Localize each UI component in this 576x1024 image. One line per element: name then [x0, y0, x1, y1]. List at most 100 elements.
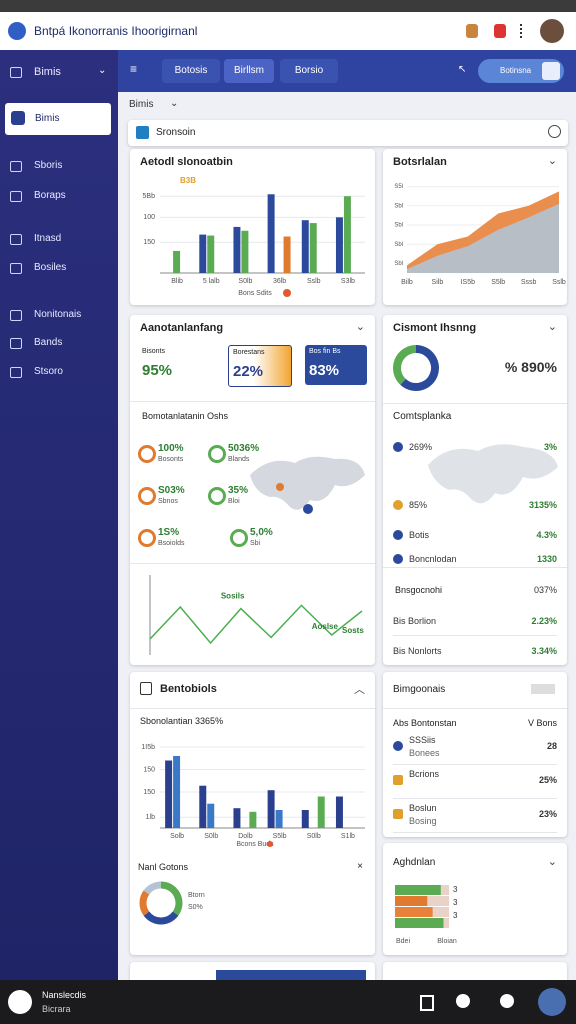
bar [173, 250, 181, 273]
search[interactable]: Botinsna [478, 59, 564, 83]
map-shape [250, 456, 365, 510]
chevron[interactable]: ⌄ [547, 321, 557, 333]
bar-label: 3 [453, 885, 458, 894]
icon [136, 126, 149, 139]
row-label: Bcrions [409, 769, 440, 779]
x-tick-label: S1lb [341, 833, 355, 840]
card-title: Cismont Ihsnng [393, 322, 477, 334]
side-item[interactable]: Stsoro [34, 366, 63, 377]
menu[interactable] [520, 24, 528, 38]
chevron[interactable]: ⌄ [98, 65, 107, 76]
bar [267, 194, 275, 273]
icon[interactable] [8, 990, 32, 1014]
stat: 5,0% Sbi [230, 525, 300, 551]
bar-track [432, 907, 449, 917]
x-tick-label: Solb [170, 833, 184, 840]
kpi: Borestans 22% [228, 345, 292, 387]
item-icon [393, 442, 403, 452]
stat-icon [208, 445, 226, 463]
chevron[interactable]: ⌄ [355, 321, 365, 333]
kpi-value: 83% [309, 362, 340, 379]
bar [275, 810, 283, 828]
world-map [428, 444, 558, 504]
breadcrumb[interactable]: Bimis [129, 99, 154, 110]
area-chart: S5l Sbl Sbl Sbl Sbl Bilb Silb IS5b S5lb Sssb Sslb [394, 184, 566, 286]
side-item[interactable]: Nonitonais [34, 309, 82, 320]
hbar-chart: 3 3 3 Bdei Bloian [395, 885, 458, 945]
list-title: Bnsgocnohi [395, 585, 443, 595]
y-tick-label: 1I5b [141, 744, 155, 751]
list-row: Bcrions 25% [393, 766, 557, 799]
stat-label: Bsoiolds [158, 540, 185, 547]
line [149, 604, 363, 645]
x-tick-label: 5 lalb [203, 278, 220, 285]
list-value: 037% [533, 585, 557, 595]
icon[interactable] [466, 24, 478, 38]
x-tick-label: Silb [432, 279, 444, 286]
avatar[interactable] [538, 988, 566, 1016]
donut-segment [139, 890, 150, 916]
bar [165, 760, 173, 828]
stat-value: 1S% [158, 527, 180, 538]
bar-track [427, 896, 449, 906]
icon[interactable]: ↖ [458, 64, 467, 75]
icon[interactable] [420, 995, 434, 1011]
icon[interactable] [500, 994, 514, 1008]
bar-track [440, 885, 449, 895]
chevron[interactable]: ⌄ [170, 98, 179, 109]
x-tick-label: Sslb [552, 279, 566, 286]
kpi: Bisonts 95% [138, 345, 200, 385]
legend-dot [267, 841, 273, 847]
sidebar-active[interactable]: Bimis [5, 103, 111, 135]
y-tick-label: Sbl [394, 242, 403, 248]
row-value: 28 [546, 741, 557, 751]
help[interactable] [548, 125, 561, 138]
bar [233, 808, 241, 828]
chevron[interactable]: ⌄ [547, 155, 557, 167]
stat-label: Bloi [228, 498, 240, 505]
x-tick-label: S0lb [204, 833, 218, 840]
menu-icon[interactable]: ≡ [130, 62, 138, 76]
kpi-value: 22% [233, 363, 264, 380]
chevron[interactable]: ︿ [354, 684, 365, 696]
list-row: Boslun Bosing 23% [393, 800, 557, 833]
y-tick-label: 100 [143, 214, 155, 221]
kpi-label: Borestans [233, 349, 265, 356]
bar [317, 796, 325, 828]
tab[interactable]: Botosis [162, 59, 220, 83]
side-item[interactable]: Bands [34, 337, 63, 348]
toggle[interactable] [531, 684, 555, 694]
side-item[interactable]: Bosiles [34, 262, 67, 273]
item-label: 269% [409, 442, 433, 452]
icon[interactable] [456, 994, 470, 1008]
annotation: Aoslse [312, 622, 339, 631]
bar [267, 790, 275, 828]
annotation: B3B [180, 176, 196, 185]
x-tick-label: IS5b [461, 279, 476, 286]
chevron[interactable]: ⌄ [547, 856, 557, 868]
icon[interactable] [494, 24, 506, 38]
side-icon [10, 191, 22, 202]
stat-value: 5,0% [250, 527, 273, 538]
app-logo[interactable] [8, 22, 26, 40]
subtitle: Sbonolantian 3365% [140, 716, 224, 726]
item-label: 85% [409, 500, 428, 510]
y-tick-label: 150 [143, 766, 155, 773]
x-tick-label: Sslb [307, 278, 321, 285]
avatar[interactable] [540, 19, 564, 43]
x-label: Bloian [437, 938, 457, 945]
bar [395, 918, 444, 928]
side-item[interactable]: Itnasd [34, 233, 62, 244]
tab[interactable]: Borsio [280, 59, 338, 83]
close[interactable]: × [357, 861, 363, 872]
tab[interactable]: Birllsm [224, 59, 274, 83]
side-item[interactable]: Sboris [34, 160, 63, 171]
map-pin [276, 483, 284, 491]
y-tick-label: Sbl [394, 223, 403, 229]
side-item[interactable]: Boraps [34, 190, 66, 201]
divider [130, 708, 375, 709]
sidebar-header[interactable]: Bimis [34, 66, 61, 78]
card-title: Bimgoonais [393, 684, 446, 695]
